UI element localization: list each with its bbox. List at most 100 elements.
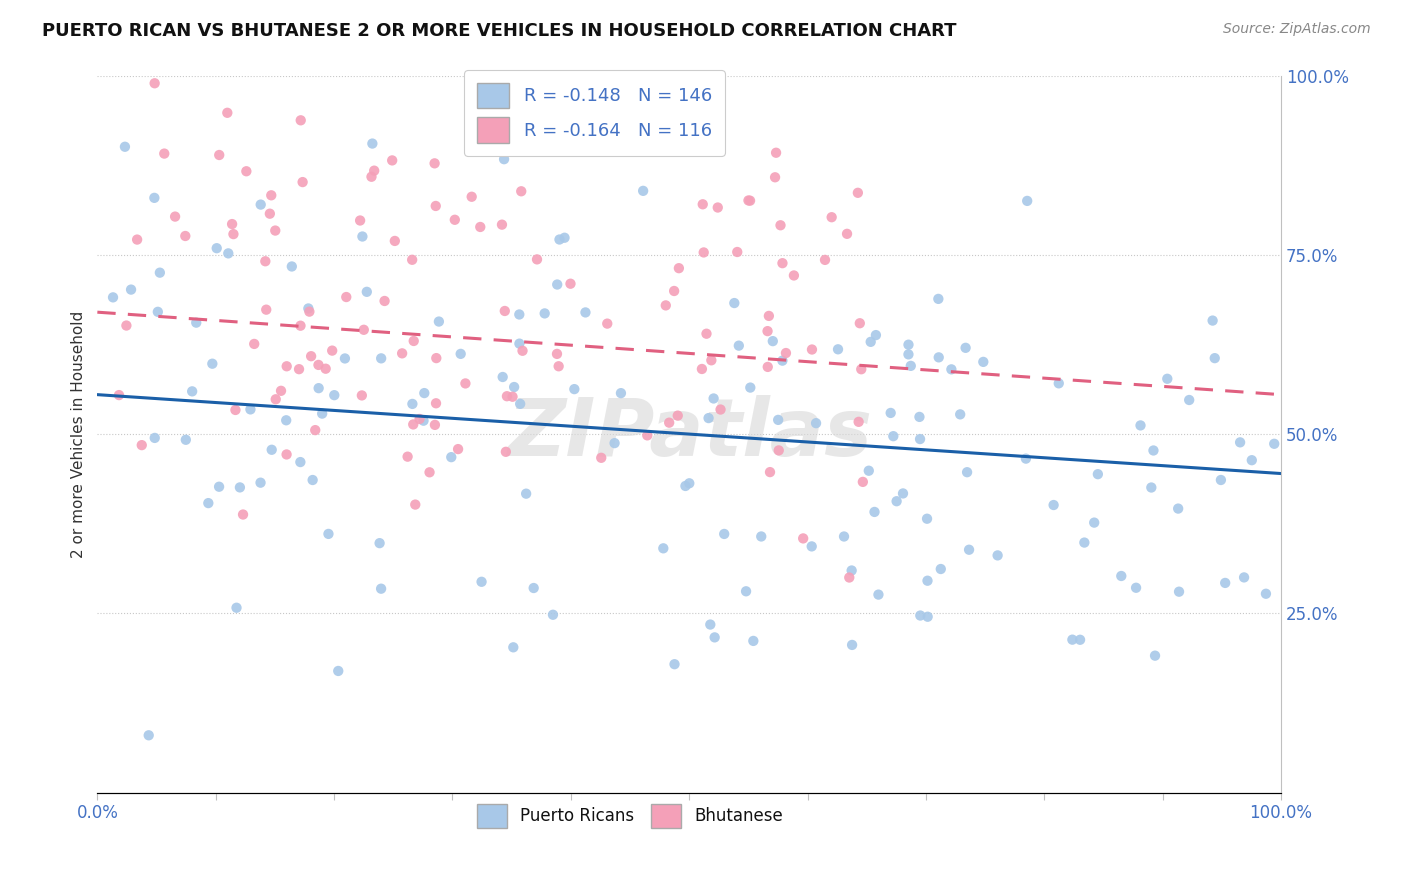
Point (742, 634, 765, 648)
Point (636, 428, 658, 442)
Point (276, 359, 298, 374)
Point (217, 246, 239, 260)
Point (1229, 435, 1251, 450)
Point (308, 381, 330, 395)
Point (315, 361, 337, 376)
Point (562, 382, 585, 396)
Point (882, 429, 904, 443)
Point (419, 465, 441, 479)
Point (492, 370, 515, 384)
Point (662, 284, 685, 298)
Point (281, 260, 304, 274)
Point (323, 388, 346, 402)
Point (174, 229, 197, 244)
Point (368, 536, 391, 550)
Point (956, 465, 979, 479)
Point (205, 241, 228, 255)
Point (792, 532, 814, 546)
Point (770, 353, 793, 368)
Point (165, 210, 187, 224)
Point (1167, 501, 1189, 516)
Point (101, 290, 124, 304)
Point (1156, 372, 1178, 386)
Point (494, 152, 516, 166)
Text: ZIPatlas: ZIPatlas (506, 395, 872, 473)
Point (270, 384, 292, 398)
Point (1209, 473, 1232, 487)
Point (533, 306, 555, 320)
Point (886, 494, 908, 508)
Point (1129, 418, 1152, 433)
Point (427, 314, 450, 328)
Point (766, 413, 789, 427)
Point (666, 409, 689, 423)
Point (401, 397, 423, 411)
Point (759, 465, 782, 479)
Point (290, 455, 312, 469)
Point (494, 304, 516, 318)
Point (131, 438, 153, 452)
Point (311, 407, 333, 421)
Point (425, 199, 447, 213)
Point (655, 298, 678, 312)
Point (897, 337, 920, 351)
Point (396, 450, 419, 464)
Point (515, 486, 537, 500)
Point (804, 416, 827, 430)
Point (699, 617, 721, 632)
Point (835, 227, 858, 241)
Point (496, 389, 519, 403)
Point (384, 234, 406, 248)
Point (143, 431, 166, 445)
Point (737, 194, 759, 208)
Point (727, 338, 749, 352)
Point (318, 527, 340, 541)
Point (800, 540, 823, 554)
Point (450, 347, 472, 361)
Point (308, 358, 330, 372)
Point (229, 480, 252, 494)
Point (510, 184, 533, 198)
Point (502, 640, 524, 655)
Point (849, 316, 872, 330)
Point (447, 442, 470, 456)
Point (690, 362, 713, 376)
Point (298, 304, 321, 318)
Point (276, 413, 298, 427)
Point (927, 292, 949, 306)
Point (863, 505, 886, 519)
Point (115, 318, 138, 333)
Point (749, 529, 772, 543)
Point (254, 302, 277, 317)
Point (1168, 584, 1191, 599)
Point (235, 164, 257, 178)
Point (631, 184, 654, 198)
Point (108, 388, 131, 402)
Point (249, 475, 271, 490)
Point (370, 351, 392, 366)
Point (356, 285, 378, 299)
Point (713, 527, 735, 541)
Point (848, 415, 870, 429)
Point (321, 343, 343, 358)
Point (987, 549, 1010, 563)
Point (291, 175, 314, 189)
Point (603, 436, 626, 450)
Point (693, 245, 716, 260)
Point (239, 402, 262, 417)
Point (512, 88, 534, 103)
Point (114, 140, 136, 154)
Point (425, 351, 447, 365)
Point (224, 403, 246, 417)
Point (664, 657, 686, 672)
Point (363, 163, 385, 178)
Point (208, 480, 231, 494)
Point (335, 290, 357, 304)
Point (391, 346, 413, 360)
Point (143, 76, 166, 90)
Point (908, 409, 931, 424)
Point (508, 308, 530, 322)
Point (832, 529, 855, 543)
Point (775, 346, 797, 360)
Point (560, 277, 582, 291)
